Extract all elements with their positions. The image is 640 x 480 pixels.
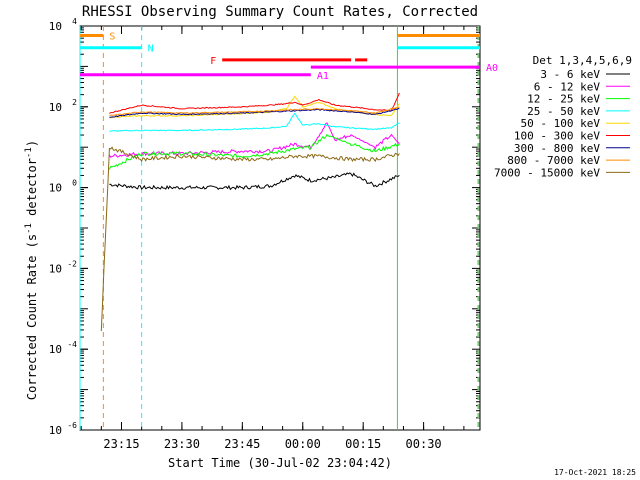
flag-label: N: [148, 44, 154, 55]
x-tick-label: 00:15: [345, 437, 381, 451]
chart-title: RHESSI Observing Summary Count Rates, Co…: [82, 4, 478, 20]
legend-label: 50 - 100 keV: [521, 117, 601, 130]
y-tick-label: 10: [49, 20, 62, 33]
y-tick-label: 10: [49, 182, 62, 195]
x-tick-label: 23:45: [224, 437, 260, 451]
y-tick-label: 10: [49, 343, 62, 356]
axes-frame: [79, 25, 481, 431]
x-tick-label: 23:30: [164, 437, 200, 451]
series-line-1: [108, 122, 400, 158]
plot-area: 10 4 10 2 10 0 10 -2 10 -4 10 -6 23:15 23:30 23:45 00:0…: [49, 17, 498, 451]
y-tick-exponent: -2: [67, 259, 77, 268]
y-axis-label: Corrected Count Rate (s-1 detector-1): [24, 140, 39, 400]
flag-label: F: [210, 56, 216, 67]
legend-label: 300 - 800 keV: [514, 142, 600, 155]
flag-label: S: [109, 32, 115, 43]
legend-label: 6 - 12 keV: [534, 80, 601, 93]
legend-label: 3 - 6 keV: [540, 68, 600, 81]
x-tick-label: 00:30: [406, 437, 442, 451]
x-tick-label: 23:15: [103, 437, 139, 451]
y-tick-label: 10: [49, 262, 62, 275]
y-tick-label: 10: [49, 424, 62, 437]
series-line-3: [109, 112, 400, 132]
y-label-mid: detector: [25, 158, 39, 223]
series-line-8: [100, 146, 400, 332]
y-label-sup1: -1: [24, 223, 34, 234]
legend-label: 7000 - 15000 keV: [494, 166, 600, 179]
flag-label: A0: [486, 63, 498, 74]
y-label-pre: Corrected Count Rate (s: [25, 234, 39, 400]
y-tick-exponent: 2: [72, 98, 77, 107]
series-line-0: [109, 172, 400, 191]
legend-title: Det 1,3,4,5,6,9: [533, 54, 632, 67]
series-line-5: [109, 92, 400, 114]
legend-label: 100 - 300 keV: [514, 130, 600, 143]
legend-label: 800 - 7000 keV: [507, 154, 600, 167]
y-label-post: ): [25, 140, 39, 147]
series-line-2: [108, 133, 400, 170]
y-tick-exponent: -6: [67, 421, 77, 430]
x-axis-label: Start Time (30-Jul-02 23:04:42): [168, 456, 392, 470]
y-tick-exponent: 0: [72, 179, 77, 188]
series-line-7: [109, 106, 400, 116]
legend-label: 12 - 25 keV: [527, 93, 600, 106]
flag-label: A1: [317, 71, 329, 82]
y-tick-label: 10: [49, 101, 62, 114]
y-tick-exponent: 4: [72, 17, 77, 26]
x-tick-label: 00:00: [285, 437, 321, 451]
y-label-sup2: -1: [24, 147, 34, 158]
timestamp: 17-Oct-2021 18:25: [554, 468, 636, 477]
legend-label: 25 - 50 keV: [527, 105, 600, 118]
y-tick-exponent: -4: [67, 340, 77, 349]
